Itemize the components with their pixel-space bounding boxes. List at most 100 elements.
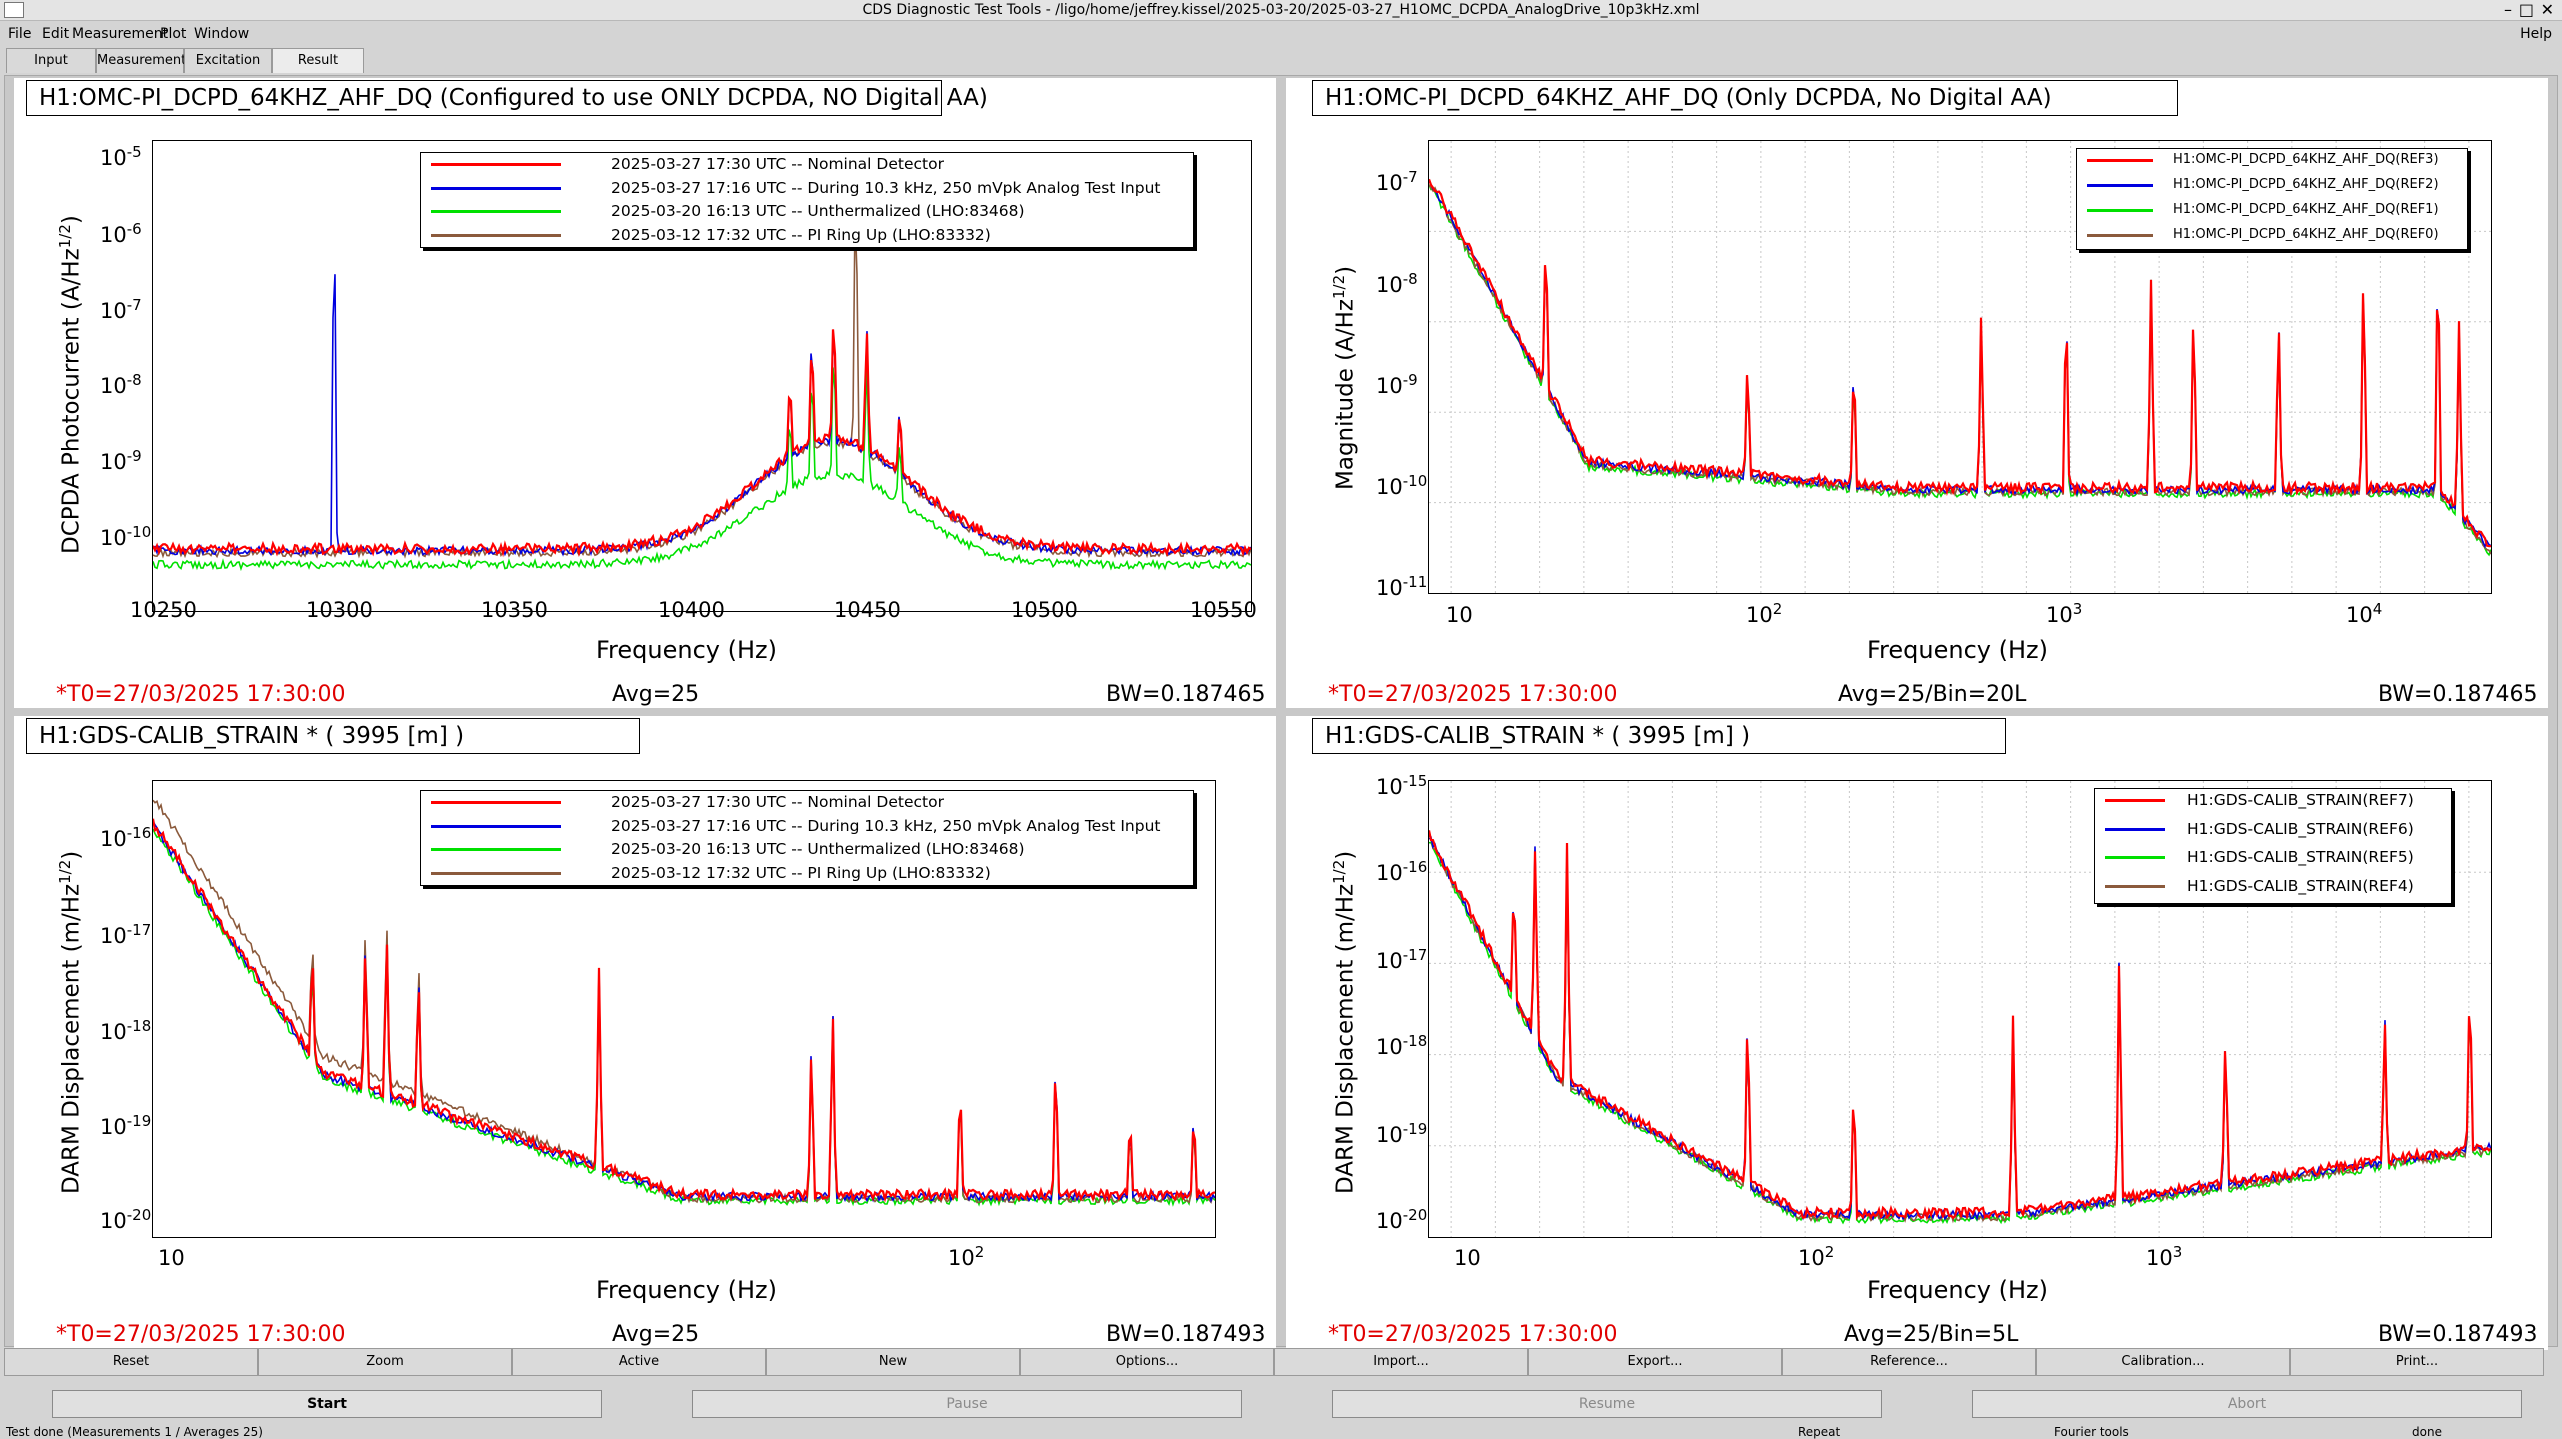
y-tick-label: 10-20 [1376, 1206, 1428, 1233]
x-tick-label: 10450 [834, 598, 901, 622]
start-button[interactable]: Start [52, 1390, 602, 1418]
legend-label: 2025-03-27 17:30 UTC -- Nominal Detector [611, 155, 944, 173]
tab-measurement[interactable]: Measurement [96, 48, 186, 73]
y-tick-label: 10-9 [1376, 371, 1418, 398]
footer-t0: *T0=27/03/2025 17:30:00 [1328, 1322, 1618, 1347]
legend-entry: 2025-03-12 17:32 UTC -- PI Ring Up (LHO:… [421, 224, 1193, 246]
tab-result[interactable]: Result [272, 48, 364, 73]
legend-label: H1:OMC-PI_DCPD_64KHZ_AHF_DQ(REF0) [2173, 227, 2439, 242]
menu-window[interactable]: Window [194, 26, 250, 42]
x-axis-label: Frequency (Hz) [1867, 636, 2048, 664]
series-trace-green [153, 364, 1251, 572]
legend-label: 2025-03-27 17:16 UTC -- During 10.3 kHz,… [611, 178, 1161, 197]
legend-entry: 2025-03-27 17:16 UTC -- During 10.3 kHz,… [421, 177, 1193, 199]
y-axis-label: DARM Displacement (m/Hz1/2) [56, 850, 85, 1194]
y-axis-label: DARM Displacement (m/Hz1/2) [1330, 850, 1359, 1194]
legend-label: 2025-03-12 17:32 UTC -- PI Ring Up (LHO:… [611, 863, 991, 882]
pause-button[interactable]: Pause [692, 1390, 1242, 1418]
legend-entry: 2025-03-27 17:16 UTC -- During 10.3 kHz,… [421, 815, 1193, 837]
spectrum-plot [153, 214, 1251, 572]
menu-file[interactable]: File [8, 26, 32, 42]
footer-bw: BW=0.187493 [1106, 1322, 1266, 1347]
spectrum-plot [1429, 141, 2491, 593]
series-trace-green [153, 828, 1215, 1207]
export-button[interactable]: Export... [1528, 1348, 1782, 1376]
y-tick-label: 10-15 [1376, 772, 1428, 799]
series-trace-red [153, 329, 1251, 558]
series-trace-red [1429, 830, 2491, 1222]
tab-excitation[interactable]: Excitation [184, 48, 272, 73]
legend-swatch-blue [431, 824, 561, 828]
footer-avg: Avg=25/Bin=5L [1844, 1322, 2019, 1347]
y-tick-label: 10-11 [1376, 573, 1428, 600]
menu-edit[interactable]: Edit [42, 26, 70, 42]
y-tick-label: 10-8 [1376, 270, 1418, 297]
y-tick-label: 10-6 [100, 220, 142, 247]
legend-entry: H1:OMC-PI_DCPD_64KHZ_AHF_DQ(REF1) [2077, 199, 2467, 221]
y-tick-label: 10-19 [1376, 1120, 1428, 1147]
legend-swatch-red [431, 163, 561, 166]
x-tick-label: 10300 [306, 598, 373, 622]
import-button[interactable]: Import... [1274, 1348, 1528, 1376]
status-repeat: Repeat [1798, 1425, 1841, 1439]
resume-button[interactable]: Resume [1332, 1390, 1882, 1418]
y-tick-label: 10-10 [1376, 472, 1428, 499]
x-tick-label: 103 [2146, 1243, 2183, 1270]
legend-entry: H1:GDS-CALIB_STRAIN(REF4) [2095, 875, 2451, 897]
legend-swatch-green [2087, 209, 2153, 212]
close-icon[interactable]: ✕ [2540, 0, 2554, 19]
menu-help[interactable]: Help [2520, 26, 2552, 42]
series-trace-blue [153, 274, 1251, 557]
footer-avg: Avg=25 [612, 1322, 700, 1347]
reference-button[interactable]: Reference... [1782, 1348, 2036, 1376]
window-titlebar: CDS Diagnostic Test Tools - /ligo/home/j… [0, 0, 2562, 21]
footer-avg: Avg=25/Bin=20L [1838, 682, 2027, 707]
x-tick-label: 102 [1746, 600, 1783, 627]
legend-label: 2025-03-20 16:13 UTC -- Unthermalized (L… [611, 840, 1025, 858]
window-title: CDS Diagnostic Test Tools - /ligo/home/j… [862, 2, 1700, 18]
legend-entry: 2025-03-20 16:13 UTC -- Unthermalized (L… [421, 838, 1193, 860]
y-tick-label: 10-16 [100, 824, 152, 851]
legend-entry: 2025-03-27 17:30 UTC -- Nominal Detector [421, 153, 1193, 175]
y-tick-label: 10-7 [100, 296, 142, 323]
y-tick-label: 10-9 [100, 447, 142, 474]
footer-t0: *T0=27/03/2025 17:30:00 [56, 1322, 346, 1347]
y-axis-label: Magnitude (A/Hz1/2) [1330, 265, 1359, 490]
x-tick-label: 10 [158, 1246, 185, 1270]
window-app-icon[interactable] [4, 2, 24, 18]
zoom-button[interactable]: Zoom [258, 1348, 512, 1376]
y-tick-label: 10-16 [1376, 858, 1428, 885]
x-tick-label: 102 [948, 1243, 985, 1270]
new-button[interactable]: New [766, 1348, 1020, 1376]
y-tick-label: 10-8 [100, 371, 142, 398]
reset-button[interactable]: Reset [4, 1348, 258, 1376]
print-button[interactable]: Print... [2290, 1348, 2544, 1376]
legend-entry: 2025-03-27 17:30 UTC -- Nominal Detector [421, 791, 1193, 813]
legend: H1:OMC-PI_DCPD_64KHZ_AHF_DQ(REF3) H1:OMC-… [2076, 148, 2468, 250]
status-bar: Test done (Measurements 1 / Averages 25)… [0, 1425, 2562, 1439]
legend-swatch-brown [2105, 884, 2165, 888]
status-main: Test done (Measurements 1 / Averages 25) [6, 1425, 263, 1439]
x-tick-label: 10500 [1011, 598, 1078, 622]
legend-label: H1:OMC-PI_DCPD_64KHZ_AHF_DQ(REF2) [2173, 177, 2439, 192]
y-tick-label: 10-19 [100, 1112, 152, 1139]
legend-swatch-blue [431, 186, 561, 190]
x-tick-label: 102 [1798, 1243, 1835, 1270]
menu-plot[interactable]: Plot [160, 26, 187, 42]
tab-input[interactable]: Input [6, 48, 96, 73]
panel-title: H1:GDS-CALIB_STRAIN * ( 3995 [m] ) [26, 718, 640, 754]
calibration-button[interactable]: Calibration... [2036, 1348, 2290, 1376]
maximize-icon[interactable]: □ [2518, 0, 2534, 19]
legend-swatch-brown [431, 233, 561, 237]
legend-label: H1:GDS-CALIB_STRAIN(REF4) [2187, 876, 2414, 895]
series-trace-red [1429, 178, 2491, 548]
active-button[interactable]: Active [512, 1348, 766, 1376]
minimize-icon[interactable]: – [2504, 0, 2512, 19]
legend-swatch-red [431, 801, 561, 804]
legend-entry: H1:GDS-CALIB_STRAIN(REF6) [2095, 818, 2451, 840]
menu-measurement[interactable]: Measurement [72, 26, 169, 42]
legend-swatch-blue [2105, 827, 2165, 831]
options-button[interactable]: Options... [1020, 1348, 1274, 1376]
y-tick-label: 10-5 [100, 143, 142, 170]
abort-button[interactable]: Abort [1972, 1390, 2522, 1418]
